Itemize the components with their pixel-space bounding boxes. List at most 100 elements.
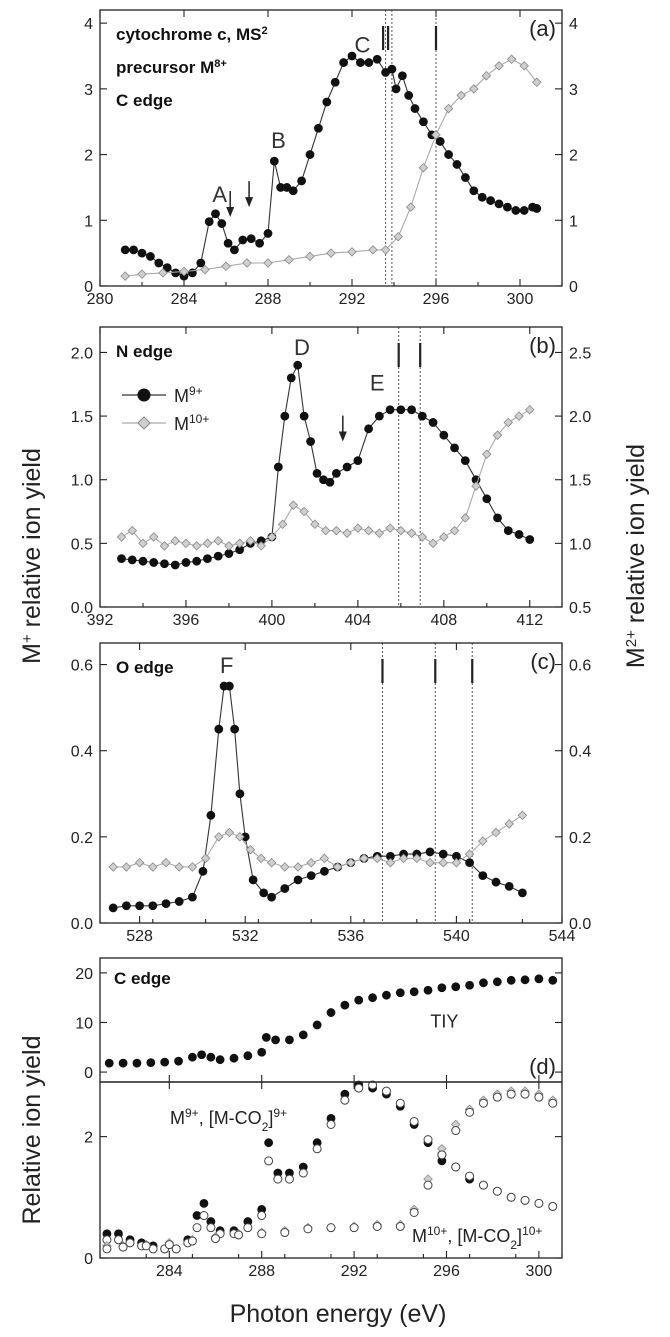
data-point-1: [438, 857, 448, 868]
data-point-0: [196, 258, 206, 268]
data-point-1: [264, 1156, 274, 1166]
data-point-0: [213, 551, 223, 561]
data-point-1: [277, 519, 288, 530]
y-tick-label: 2: [84, 148, 93, 165]
data-point-0: [425, 847, 435, 857]
data-point-0: [374, 411, 384, 421]
data-point-1: [326, 248, 336, 258]
data-point-3: [303, 1224, 313, 1234]
data-point-tiy: [160, 1057, 170, 1067]
data-point-3: [506, 1089, 516, 1099]
data-point-1: [491, 827, 501, 838]
data-point-1: [346, 857, 356, 868]
x-tick-label: 292: [341, 1263, 368, 1280]
data-point-1: [532, 77, 542, 88]
y-tick-label: 0.0: [71, 916, 93, 933]
y-tick-label: 0.5: [71, 536, 93, 553]
data-point-0: [435, 137, 445, 146]
x-tick-label: 288: [248, 1263, 275, 1280]
data-point-0: [372, 54, 382, 64]
data-point-3: [257, 1229, 267, 1239]
data-point-0: [162, 263, 172, 273]
data-point-tiy: [409, 987, 419, 997]
data-point-3: [465, 1107, 475, 1117]
data-point-tiy: [465, 980, 475, 990]
data-point-0: [478, 871, 488, 881]
x-axis-label: Photon energy (eV): [230, 1300, 447, 1328]
data-point-1: [134, 857, 145, 868]
panel-title-line: O edge: [116, 658, 174, 677]
panel-label: (c): [530, 649, 556, 674]
data-point-0: [469, 186, 479, 196]
data-point-0: [211, 209, 220, 219]
data-point-1: [191, 541, 202, 551]
data-point-0: [293, 360, 303, 370]
data-point-1: [354, 1083, 364, 1093]
data-point-0: [192, 556, 202, 566]
data-point-0: [532, 204, 542, 213]
data-point-3: [164, 1240, 174, 1250]
x-tick-label: 536: [337, 928, 364, 945]
data-point-0: [319, 866, 329, 876]
data-point-1: [471, 481, 481, 491]
x-tick-label: 280: [87, 291, 114, 308]
data-point-1: [299, 506, 309, 517]
data-point-1: [406, 202, 416, 212]
data-point-0: [280, 411, 290, 421]
data-point-3: [349, 1223, 359, 1233]
data-point-1: [224, 827, 235, 838]
data-point-1: [469, 84, 479, 94]
data-point-1: [347, 247, 357, 257]
legend-marker: [137, 416, 151, 430]
x-tick-label: 404: [345, 612, 372, 629]
data-point-1: [298, 1168, 308, 1178]
data-point-1: [127, 525, 137, 536]
y2-tick-label: 3: [569, 82, 578, 99]
data-point-1: [312, 1144, 322, 1154]
data-point-1: [310, 519, 320, 530]
data-point-0: [452, 160, 462, 169]
data-point-0: [518, 888, 527, 898]
y-axis-label-bottom: Relative ion yield: [18, 1036, 46, 1225]
data-point-1: [374, 528, 385, 538]
data-point-1: [380, 245, 391, 255]
data-point-0: [288, 186, 298, 196]
data-point-tiy: [548, 975, 558, 985]
y-tick-label: 0.4: [71, 744, 93, 761]
data-point-0: [273, 462, 283, 472]
data-point-1: [393, 231, 403, 242]
data-point-1: [148, 532, 159, 542]
data-point-3: [118, 1242, 128, 1252]
y-axis-label-right: M2+ relative ion yield: [622, 444, 650, 668]
data-point-0: [230, 724, 240, 734]
y2-tick-label: 0.2: [569, 830, 591, 847]
data-point-1: [368, 245, 378, 255]
data-point-0: [519, 206, 529, 215]
data-point-1: [396, 525, 406, 536]
annotation-m10: M10+, [M-CO2]10+: [412, 1224, 542, 1252]
plot-area-frame: [99, 326, 563, 608]
data-point-1: [257, 1211, 267, 1221]
panel-label: (d): [529, 1054, 556, 1079]
y-tick-label: 2: [84, 1130, 93, 1147]
data-point-0: [135, 901, 145, 911]
data-point-1: [372, 853, 382, 864]
data-point-0: [418, 117, 428, 127]
data-point-0: [491, 877, 501, 887]
data-point-0: [198, 866, 208, 876]
data-point-1: [192, 1223, 202, 1233]
chart-panel-a: 280 284 288 292 296 300 0 1 2 3 4 0 1 2 3 4 (a) cytochrom…: [84, 9, 578, 308]
data-point-0: [342, 462, 352, 472]
data-point-0: [404, 91, 414, 100]
data-point-tiy: [146, 1058, 156, 1068]
x-tick-label: 532: [232, 928, 259, 945]
data-point-1: [368, 1080, 378, 1090]
panel-title-line: C edge: [116, 91, 173, 110]
panel-title-line: C edge: [114, 969, 171, 988]
y-tick-label: 4: [84, 16, 93, 33]
data-point-tiy: [271, 1035, 280, 1045]
data-point-1: [284, 1174, 294, 1184]
data-point-tiy: [534, 974, 544, 984]
data-point-1: [245, 536, 256, 546]
